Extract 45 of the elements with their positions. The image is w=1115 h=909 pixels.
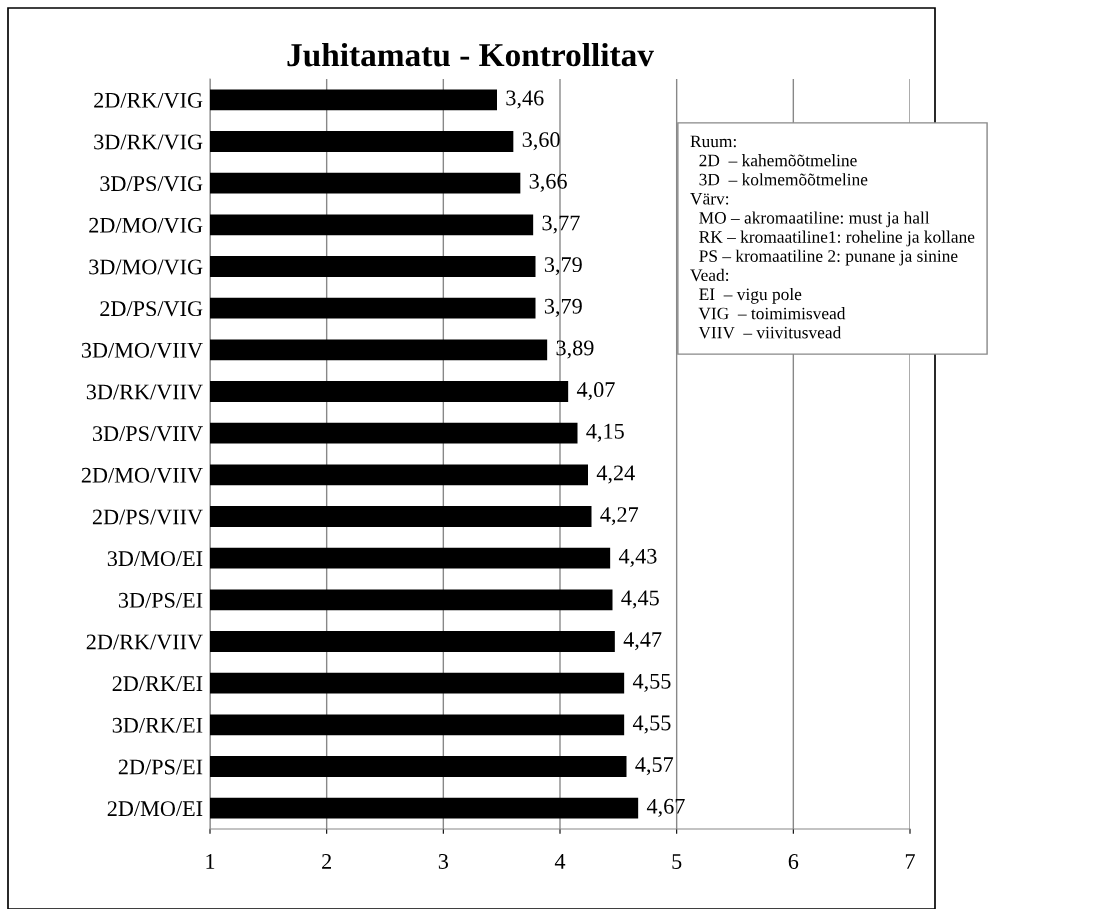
data-label: 3,79 [544, 257, 582, 276]
data-label: 4,27 [600, 507, 639, 526]
y-tick-label: 3D/RK/VIIV [86, 384, 203, 400]
y-tick-label: 3D/PS/VIG [100, 176, 203, 192]
x-tick-label: 5 [672, 854, 682, 869]
text: Ruum: 2D – kahemõõtmeline 3D – kolmemõõtmeline Värv: MO – akromaatiline: must ja hall RK – kromaatiline1: roheline ja kollane PS – kromaatiline 2: punane ja sinine Vead: EI – vigu pole VIG – toimimisvead VIIV – viivitusvead [690, 135, 975, 339]
data-label: 3,66 [529, 173, 567, 192]
y-tick-label: 3D/PS/VIIV [93, 426, 203, 442]
x-tick-label: 1 [206, 854, 215, 869]
y-tick-label: 3D/RK/VIG [94, 134, 203, 150]
data-label: 4,24 [596, 465, 635, 484]
data-label: 4,67 [646, 798, 685, 817]
y-tick-label: 3D/MO/VIIV [81, 342, 203, 358]
data-label: 4,55 [632, 715, 671, 734]
y-tick-label: 2D/RK/EI [112, 676, 203, 692]
y-tick-label: 3D/MO/VIG [89, 259, 203, 275]
x-tick-label: 2 [322, 854, 331, 869]
y-tick-label: 2D/MO/EI [107, 801, 203, 817]
x-tick-label: 7 [905, 854, 915, 869]
y-tick-label: 2D/PS/EI [118, 759, 203, 775]
y-tick-label: 2D/MO/VIG [89, 217, 203, 233]
chart-title: Juhitamatu - Kontrollitav [287, 42, 654, 67]
y-tick-label: 3D/PS/EI [118, 592, 203, 608]
data-label: 4,55 [632, 673, 671, 692]
data-label: 3,77 [542, 215, 580, 234]
data-label: 4,15 [586, 423, 624, 442]
data-label: 4,45 [621, 590, 659, 609]
data-label: 4,07 [576, 382, 615, 401]
x-tick-label: 6 [788, 854, 799, 869]
y-tick-label: 2D/RK/VIIV [86, 634, 203, 650]
x-tick-label: 4 [554, 854, 566, 869]
data-label: 3,89 [556, 340, 594, 359]
y-tick-label: 3D/RK/EI [112, 717, 203, 733]
data-label: 4,57 [635, 757, 674, 776]
data-label: 3,60 [522, 132, 560, 151]
y-tick-label: 2D/PS/VIIV [92, 509, 203, 525]
data-label: 3,79 [544, 298, 582, 317]
data-label: 3,46 [506, 90, 544, 109]
x-tick-label: 3 [438, 854, 449, 869]
y-tick-label: 3D/MO/EI [107, 551, 203, 567]
data-label: 4,47 [623, 632, 662, 651]
y-tick-label: 2D/MO/VIIV [81, 467, 203, 483]
data-label: 4,43 [618, 548, 657, 567]
y-tick-label: 2D/RK/VIG [94, 92, 203, 108]
y-tick-label: 2D/PS/VIG [100, 301, 203, 317]
